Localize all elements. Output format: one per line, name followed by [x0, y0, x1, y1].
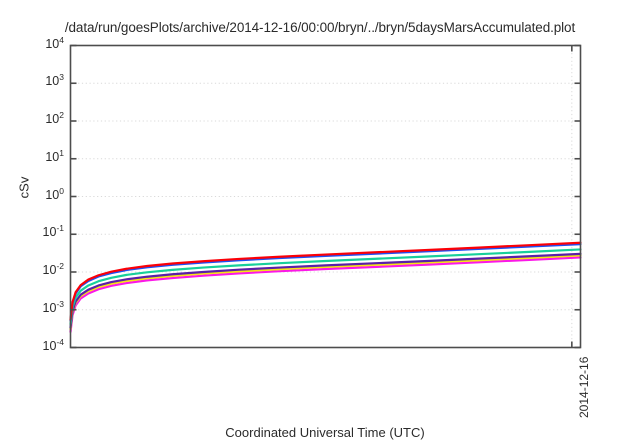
data-line-purple	[69, 252, 582, 329]
y-tick-label: 103	[45, 72, 64, 89]
data-series-group	[69, 241, 582, 333]
y-tick-label: 10-3	[42, 298, 64, 315]
y-tick-label: 104	[45, 34, 64, 51]
y-tick-label: 100	[45, 185, 64, 202]
y-tick-label: 10-2	[42, 260, 64, 277]
page-title: /data/run/goesPlots/archive/2014-12-16/0…	[64, 20, 576, 35]
axis-ticks	[70, 44, 581, 349]
data-line-magenta	[69, 256, 582, 333]
y-tick-label: 10-4	[42, 336, 64, 353]
gridlines	[70, 45, 581, 348]
y-tick-label: 102	[45, 109, 64, 126]
data-line-green	[69, 248, 582, 326]
y-tick-label: 101	[45, 147, 64, 164]
y-tick-label: 10-1	[42, 223, 64, 240]
x-axis-label: Coordinated Universal Time (UTC)	[225, 425, 425, 440]
data-line-red	[69, 241, 582, 321]
